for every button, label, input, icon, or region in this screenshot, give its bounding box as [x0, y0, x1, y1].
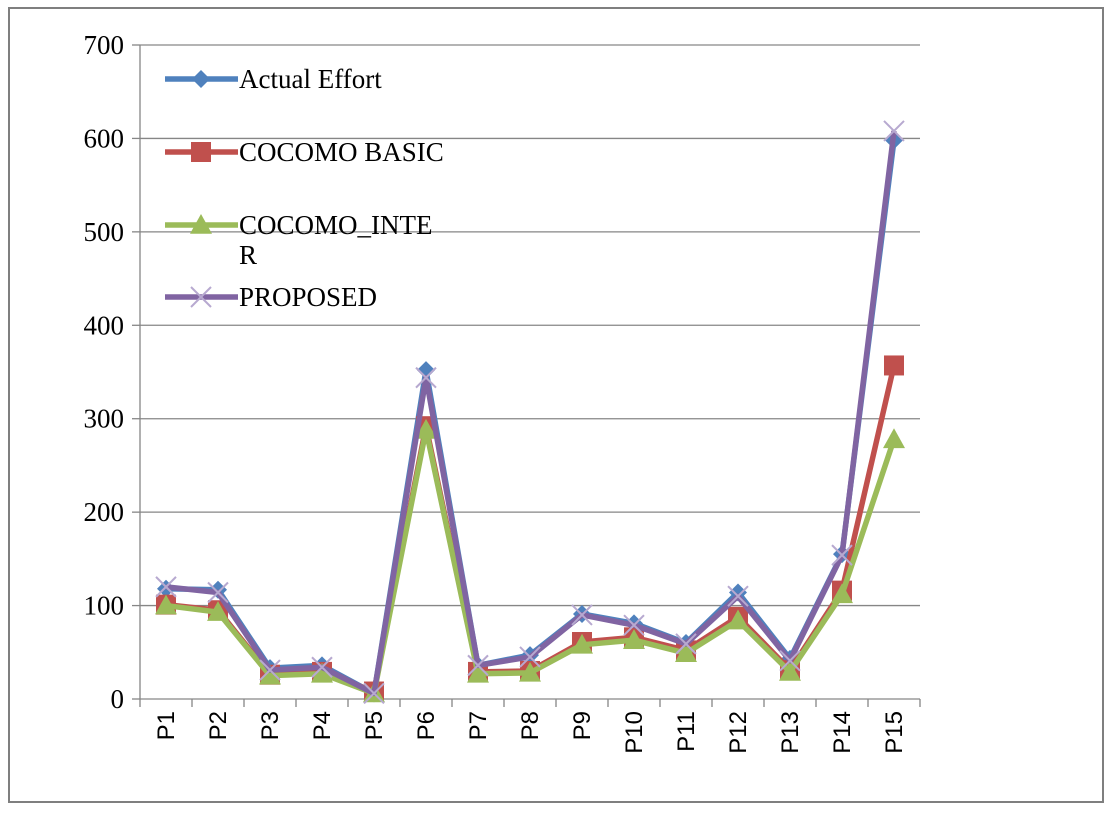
data-point — [779, 660, 801, 681]
data-point — [363, 682, 385, 705]
data-point — [415, 418, 437, 439]
y-tick-label: 700 — [84, 30, 125, 60]
data-point — [831, 583, 853, 604]
x-tick-label: P2 — [205, 711, 232, 740]
data-point — [417, 361, 435, 380]
data-point — [207, 601, 229, 621]
data-point — [155, 594, 177, 615]
axes — [132, 44, 921, 707]
series-4 — [155, 120, 905, 705]
x-tick-label: P14 — [829, 711, 856, 754]
series-line — [165, 364, 897, 695]
x-tick-label: P1 — [153, 711, 180, 740]
legend-marker — [190, 286, 212, 308]
legend-label: PROPOSED — [239, 282, 377, 312]
data-point — [883, 428, 905, 449]
y-tick-label: 0 — [111, 684, 125, 714]
data-point — [259, 659, 281, 681]
y-axis-ticks: 0 100 200 300 400 500 600 700 — [84, 30, 125, 714]
data-point — [571, 633, 593, 654]
series-layer — [155, 120, 905, 705]
x-tick-label: P8 — [517, 711, 544, 740]
y-tick-label: 500 — [84, 217, 125, 247]
x-tick-label: P12 — [725, 711, 752, 754]
x-tick-label: P15 — [881, 711, 908, 754]
data-point — [311, 662, 333, 683]
y-tick-label: 600 — [84, 123, 125, 153]
x-tick-label: P10 — [621, 711, 648, 754]
legend-item: COCOMO_INTE R — [165, 210, 433, 270]
data-point — [259, 664, 281, 685]
data-point — [467, 662, 489, 683]
data-point — [519, 646, 541, 668]
chart-frame: 0 100 200 300 400 500 600 700 P1 P2 P3 P4 P5 P6 P7 P8 P… — [8, 7, 1104, 803]
legend-item: Actual Effort — [165, 64, 382, 94]
legend-marker — [191, 142, 211, 162]
data-point — [727, 585, 749, 607]
data-point — [155, 576, 177, 598]
data-point — [884, 355, 904, 376]
y-tick-label: 400 — [84, 310, 125, 340]
x-tick-label: P6 — [413, 711, 440, 740]
legend-marker — [192, 70, 210, 88]
x-tick-label: P13 — [777, 711, 804, 754]
x-tick-label: P3 — [257, 711, 284, 740]
data-point — [311, 656, 333, 678]
x-tick-label: P7 — [465, 711, 492, 740]
data-point — [467, 654, 489, 677]
x-tick-label: P5 — [361, 711, 388, 740]
gridlines — [140, 44, 920, 607]
x-axis-ticks: P1 P2 P3 P4 P5 P6 P7 P8 P9 P10 P11 P12 P13 P14 P15 — [153, 711, 908, 754]
data-point — [623, 614, 645, 636]
legend-label: COCOMO_INTE R — [239, 210, 433, 270]
data-point — [415, 366, 437, 389]
data-point — [831, 544, 853, 566]
legend-marker — [190, 214, 212, 234]
y-tick-label: 100 — [84, 591, 125, 621]
data-point — [727, 609, 749, 630]
data-point — [571, 604, 593, 626]
x-tick-label: P4 — [309, 711, 336, 740]
legend: Actual Effort COCOMO BASIC COCOMO_INTE R PRO… — [165, 64, 444, 312]
legend-label: COCOMO BASIC — [239, 137, 444, 167]
x-tick-label: P9 — [569, 711, 596, 740]
data-point — [519, 661, 541, 682]
data-point — [779, 649, 801, 672]
data-point — [883, 120, 905, 142]
data-point — [675, 633, 697, 655]
legend-item: COCOMO BASIC — [165, 137, 444, 167]
x-tick-label: P11 — [673, 711, 700, 752]
data-point — [207, 581, 229, 604]
legend-item: PROPOSED — [165, 282, 377, 312]
series-3 — [155, 418, 905, 703]
y-tick-label: 200 — [84, 497, 125, 527]
legend-label: Actual Effort — [239, 64, 382, 94]
y-tick-label: 300 — [84, 404, 125, 434]
data-point — [623, 629, 645, 649]
data-point — [675, 642, 697, 663]
